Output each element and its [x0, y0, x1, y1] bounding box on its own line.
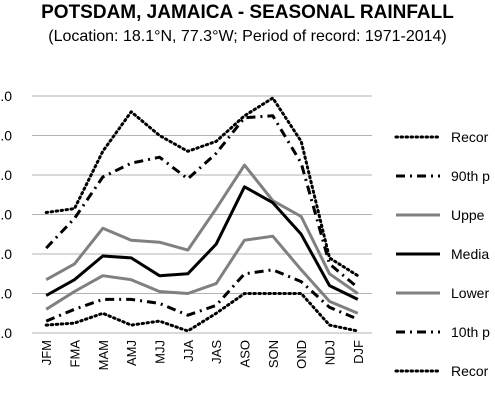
legend-label: Lower	[451, 285, 489, 301]
legend: Recor 90th p Uppe Media Lower 10th p Recor	[394, 129, 490, 379]
series-line	[45, 234, 359, 315]
legend-label: Media	[451, 246, 489, 262]
x-tick-label: JAS	[209, 340, 224, 364]
y-tick-label: 1.0	[0, 286, 12, 302]
y-tick-label: 1.0	[0, 325, 12, 341]
legend-label: 90th p	[451, 168, 490, 184]
series-line	[44, 96, 360, 278]
legend-label: Recor	[451, 363, 489, 379]
x-tick-label: OND	[294, 340, 309, 369]
series-line	[45, 185, 359, 301]
gridlines	[32, 95, 372, 334]
x-axis-ticks: JFM FMA MAM AMJ MJJ JJA JAS ASO SON OND NDJ DJF	[39, 340, 366, 371]
y-tick-label: 1.0	[0, 88, 12, 104]
x-tick-label: MJJ	[153, 340, 168, 364]
y-tick-label: 1.0	[0, 167, 12, 183]
x-tick-label: MAM	[96, 340, 111, 370]
x-tick-label: JFM	[39, 340, 54, 365]
chart-title: POTSDAM, JAMAICA - SEASONAL RAINFALL	[41, 2, 454, 23]
x-tick-label: SON	[266, 340, 281, 368]
legend-label: Recor	[451, 129, 489, 145]
series-line	[45, 163, 359, 295]
x-tick-label: AMJ	[124, 340, 139, 366]
legend-label: Uppe	[451, 207, 485, 223]
legend-label: 10th p	[451, 324, 490, 340]
series-line	[45, 114, 359, 289]
y-axis-ticks: 1.0 1.0 1.0 1.0 1.0 1.0 1.0	[0, 88, 12, 341]
series-line	[45, 268, 359, 323]
x-tick-label: DJF	[351, 340, 366, 364]
series-line	[44, 292, 360, 333]
x-tick-label: NDJ	[323, 340, 338, 365]
y-tick-label: 1.0	[0, 207, 12, 223]
y-tick-label: 1.0	[0, 246, 12, 262]
x-tick-label: JJA	[181, 340, 196, 362]
y-tick-label: 1.0	[0, 128, 12, 144]
series-lines	[44, 96, 360, 333]
chart-subtitle: (Location: 18.1°N, 77.3°W; Period of rec…	[48, 28, 447, 45]
x-tick-label: FMA	[68, 340, 83, 368]
x-tick-label: ASO	[238, 340, 253, 367]
